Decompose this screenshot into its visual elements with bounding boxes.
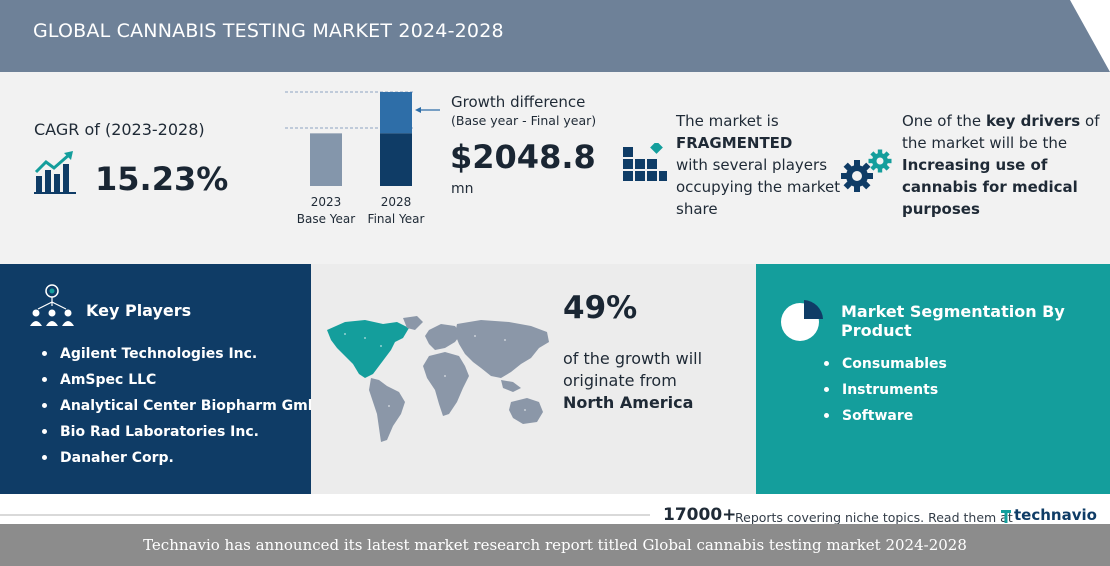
greenland-shape [403, 316, 423, 330]
market-structure-text: The market is FRAGMENTED with several pl… [676, 110, 846, 220]
growth-unit: mn [451, 181, 474, 197]
bar-label-2023: 2023 Base Year [291, 194, 361, 228]
stats-band [0, 72, 1110, 264]
chart-growth-icon [34, 151, 76, 194]
region-percent: 49% [563, 290, 638, 326]
market-emphasis: FRAGMENTED [676, 134, 793, 152]
bar-caption-2028: Final Year [367, 212, 425, 226]
region-name: North America [563, 393, 694, 412]
list-item: Agilent Technologies Inc. [42, 341, 330, 367]
header-corner-cut [1070, 0, 1110, 72]
cagr-label: CAGR of (2023-2028) [34, 120, 205, 139]
region-description: of the growth will originate from [563, 349, 703, 390]
gears-icon [841, 149, 892, 192]
growth-title: Growth difference [451, 93, 586, 111]
key-players-list: Agilent Technologies Inc. AmSpec LLC Ana… [42, 341, 330, 471]
growth-bars: 2023 Base Year 2028 Final Year [280, 86, 440, 236]
world-map [327, 316, 549, 442]
europe-shape [425, 324, 461, 350]
south-america-shape [369, 378, 405, 442]
africa-shape [423, 352, 469, 416]
header-banner: GLOBAL CANNABIS TESTING MARKET 2024-2028 [0, 0, 1110, 72]
bar-2028-increment [380, 92, 412, 134]
australia-shape [509, 398, 543, 424]
driver-emphasis-2: Increasing use of cannabis for medical p… [902, 156, 1078, 218]
bar-caption-2023: Base Year [296, 212, 356, 226]
asia-shape [455, 320, 549, 378]
list-item: Analytical Center Biopharm GmbH [42, 393, 330, 419]
bar-2023 [310, 133, 342, 186]
segmentation-list: Consumables Instruments Software [824, 351, 947, 429]
divider-line [0, 514, 650, 516]
bar-label-2028: 2028 Final Year [361, 194, 431, 228]
list-item: Consumables [824, 351, 947, 377]
segmentation-title: Market Segmentation By Product [841, 302, 1065, 340]
market-line1: The market is [676, 112, 779, 130]
reports-count: 17000+ [663, 505, 737, 525]
region-text: of the growth will originate from North … [563, 348, 743, 414]
bar-2028 [380, 133, 412, 186]
technavio-logo[interactable]: technavio [1000, 506, 1105, 524]
reports-text: Reports covering niche topics. Read them… [735, 510, 1013, 525]
growth-arrow-head [415, 107, 421, 113]
north-america-shape [327, 320, 409, 378]
fragmented-blocks-icon [623, 143, 667, 181]
list-item: AmSpec LLC [42, 367, 330, 393]
list-item: Instruments [824, 377, 947, 403]
market-line2: with several players occupying the marke… [676, 156, 841, 218]
region-panel: 49% of the growth will originate from No… [311, 264, 756, 494]
bar-chart-graphic [285, 91, 440, 186]
list-item: Software [824, 403, 947, 429]
key-players-title: Key Players [86, 301, 192, 320]
list-item: Bio Rad Laboratories Inc. [42, 419, 330, 445]
driver-prefix: One of the [902, 112, 982, 130]
caption-bar: Technavio has announced its latest marke… [0, 524, 1110, 566]
brand-name: technavio [1014, 506, 1097, 524]
bar-year-2028: 2028 [380, 195, 412, 209]
driver-middle: of the market will be the [902, 112, 1100, 152]
caption-text: Technavio has announced its latest marke… [143, 536, 967, 554]
cagr-value: 15.23% [95, 160, 229, 198]
page-title: GLOBAL CANNABIS TESTING MARKET 2024-2028 [33, 20, 504, 42]
southeast-asia-shape [501, 380, 521, 392]
growth-subtitle: (Base year - Final year) [451, 113, 597, 128]
key-driver-text: One of the key drivers of the market wil… [902, 110, 1102, 220]
technavio-mark-icon [1001, 510, 1011, 523]
pie-chart-icon [781, 300, 823, 341]
growth-value: $2048.8 [450, 138, 596, 176]
driver-emphasis-1: key drivers [985, 112, 1081, 130]
bar-year-2023: 2023 [310, 195, 342, 209]
key-players-panel: Key Players Agilent Technologies Inc. Am… [0, 264, 330, 494]
segmentation-panel: Market Segmentation By Product Consumabl… [756, 264, 1110, 494]
reports-strip: 17000+ Reports covering niche topics. Re… [0, 494, 1110, 525]
list-item: Danaher Corp. [42, 445, 330, 471]
people-network-icon [30, 284, 74, 326]
